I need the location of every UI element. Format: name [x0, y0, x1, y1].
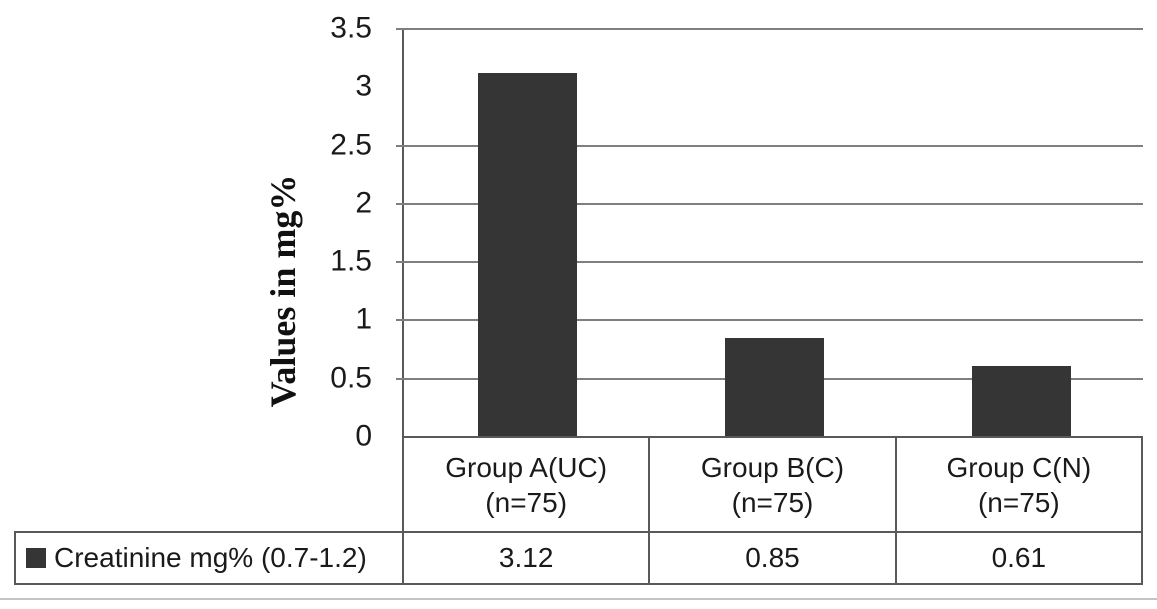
y-tick-label: 2 [355, 186, 372, 220]
value-cell-group-a: 3.12 [402, 533, 648, 583]
page-divider-line [0, 598, 1157, 600]
category-label-line2: (n=75) [731, 486, 814, 518]
gridline [396, 202, 1143, 205]
y-tick-label: 3 [355, 69, 372, 103]
category-label-line2: (n=75) [977, 486, 1060, 518]
plot-area [396, 28, 1143, 437]
value-cell-group-b: 0.85 [648, 533, 894, 583]
y-tick-label: 3.5 [330, 11, 372, 45]
value-label: 0.61 [991, 542, 1047, 573]
x-axis-category-row: Group A(UC) (n=75) Group B(C) (n=75) Gro… [402, 436, 1143, 533]
gridline [396, 319, 1143, 322]
category-cell-group-c: Group C(N) (n=75) [894, 438, 1141, 531]
y-tick-label: 1.5 [330, 244, 372, 278]
y-tick-label: 1 [355, 302, 372, 336]
gridline [396, 28, 1143, 30]
bar-2 [725, 337, 824, 437]
y-tick-label: 0 [355, 419, 372, 453]
category-cell-group-b: Group B(C) (n=75) [648, 438, 894, 531]
category-label-line1: Group B(C) [700, 451, 845, 483]
legend-cell: Creatinine mg% (0.7-1.2) [16, 533, 402, 583]
y-tick-label: 2.5 [330, 127, 372, 161]
value-cell-group-c: 0.61 [894, 533, 1141, 583]
data-table-row: Creatinine mg% (0.7-1.2) 3.12 0.85 0.61 [14, 531, 1143, 585]
gridline [396, 144, 1143, 147]
legend-label: Creatinine mg% (0.7-1.2) [54, 542, 367, 573]
bar-3 [972, 365, 1071, 437]
category-cell-group-a: Group A(UC) (n=75) [404, 438, 648, 531]
y-tick-label: 0.5 [330, 361, 372, 395]
bar-1 [478, 73, 577, 437]
category-label-line1: Group C(N) [946, 451, 1092, 483]
category-label-line1: Group A(UC) [445, 451, 608, 483]
value-label: 3.12 [498, 542, 554, 573]
gridline [396, 261, 1143, 264]
value-label: 0.85 [745, 542, 800, 573]
legend-square-icon [26, 548, 46, 568]
category-label-line2: (n=75) [485, 486, 568, 518]
